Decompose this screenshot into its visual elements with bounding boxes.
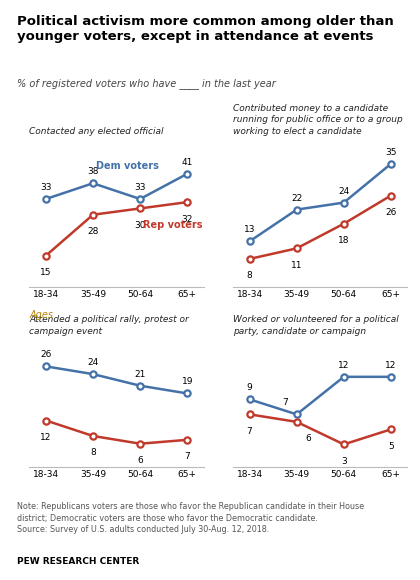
Text: Dem voters: Dem voters [96,161,159,171]
Text: 33: 33 [134,183,146,192]
Text: 41: 41 [181,158,193,167]
Text: 15: 15 [40,268,52,277]
Text: 26: 26 [40,350,52,360]
Text: 19: 19 [181,378,193,386]
Text: 8: 8 [90,448,96,458]
Text: 3: 3 [341,457,346,466]
Text: Worked or volunteered for a political
party, candidate or campaign: Worked or volunteered for a political pa… [233,316,399,336]
Text: 7: 7 [283,398,289,407]
Text: 7: 7 [247,427,252,436]
Text: Rep voters: Rep voters [143,220,202,230]
Text: 5: 5 [388,442,394,451]
Text: Political activism more common among older than
younger voters, except in attend: Political activism more common among old… [17,14,394,43]
Text: 30: 30 [134,221,146,230]
Text: 24: 24 [87,358,99,367]
Text: 38: 38 [87,167,99,176]
Text: 12: 12 [40,433,52,442]
Text: 18: 18 [338,236,349,245]
Text: 12: 12 [338,361,349,370]
Text: 22: 22 [291,194,302,202]
Text: Contributed money to a candidate
running for public office or to a group
working: Contributed money to a candidate running… [233,104,403,136]
Text: 6: 6 [137,456,143,465]
Text: PEW RESEARCH CENTER: PEW RESEARCH CENTER [17,557,139,566]
Text: 24: 24 [338,187,349,195]
Text: Note: Republicans voters are those who favor the Republican candidate in their H: Note: Republicans voters are those who f… [17,502,364,534]
Text: 21: 21 [134,370,146,379]
Text: 35: 35 [385,148,396,157]
Text: 11: 11 [291,261,302,270]
Text: 9: 9 [247,383,252,393]
Text: 28: 28 [87,227,99,236]
Text: 7: 7 [184,452,190,461]
Text: 26: 26 [385,208,396,217]
Text: Ages: Ages [29,310,53,320]
Text: 12: 12 [385,361,396,370]
Text: 13: 13 [244,226,255,234]
Text: 33: 33 [40,183,52,192]
Text: 32: 32 [181,215,193,224]
Text: 6: 6 [305,434,311,443]
Text: 8: 8 [247,271,252,280]
Text: Contacted any elected official: Contacted any elected official [29,126,164,136]
Text: % of registered voters who have ____ in the last year: % of registered voters who have ____ in … [17,78,276,89]
Text: Attended a political rally, protest or
campaign event: Attended a political rally, protest or c… [29,316,189,336]
